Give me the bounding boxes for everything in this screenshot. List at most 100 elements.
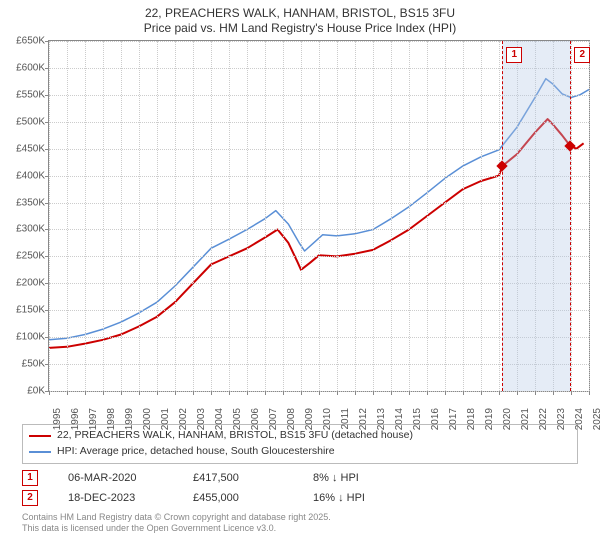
marker-row-date: 18-DEC-2023 — [68, 492, 163, 504]
title-line-2: Price paid vs. HM Land Registry's House … — [0, 21, 600, 36]
gridline-v — [157, 41, 158, 391]
x-tick-label: 2002 — [178, 408, 189, 430]
gridline-v — [319, 41, 320, 391]
x-tick-label: 2025 — [592, 408, 600, 430]
y-tick-label: £650K — [1, 36, 45, 47]
gridline-v — [247, 41, 248, 391]
gridline-v — [373, 41, 374, 391]
chart-area: £0K£50K£100K£150K£200K£250K£300K£350K£40… — [48, 40, 590, 392]
marker-row-price: £417,500 — [193, 472, 283, 484]
x-tick-label: 2010 — [322, 408, 333, 430]
legend-label: 22, PREACHERS WALK, HANHAM, BRISTOL, BS1… — [57, 428, 413, 444]
x-tick-label: 1995 — [52, 408, 63, 430]
y-tick-label: £600K — [1, 62, 45, 73]
y-tick-label: £500K — [1, 116, 45, 127]
gridline-v — [355, 41, 356, 391]
highlight-band — [502, 41, 571, 391]
legend-swatch — [29, 435, 51, 437]
gridline-v — [409, 41, 410, 391]
x-tick-label: 2019 — [484, 408, 495, 430]
marker-row: 1 06-MAR-2020 £417,500 8% ↓ HPI — [22, 468, 578, 488]
gridline-v — [337, 41, 338, 391]
gridline-v — [499, 41, 500, 391]
x-tick-label: 2020 — [502, 408, 513, 430]
marker-row-delta: 8% ↓ HPI — [313, 472, 413, 484]
x-tick-label: 2005 — [232, 408, 243, 430]
x-tick-label: 2006 — [250, 408, 261, 430]
gridline-v — [481, 41, 482, 391]
x-tick-label: 1996 — [70, 408, 81, 430]
y-tick-label: £350K — [1, 197, 45, 208]
x-tick-label: 2015 — [412, 408, 423, 430]
marker-line — [502, 41, 503, 391]
gridline-v — [211, 41, 212, 391]
x-tick-label: 2011 — [340, 408, 351, 430]
footnote: Contains HM Land Registry data © Crown c… — [22, 512, 578, 535]
x-tick-label: 1999 — [124, 408, 135, 430]
x-tick-label: 2003 — [196, 408, 207, 430]
x-tick-label: 1998 — [106, 408, 117, 430]
marker-row-box: 1 — [22, 470, 38, 486]
y-tick-label: £200K — [1, 278, 45, 289]
x-tick-label: 2018 — [466, 408, 477, 430]
x-tick-label: 2024 — [574, 408, 585, 430]
legend-row: 22, PREACHERS WALK, HANHAM, BRISTOL, BS1… — [29, 428, 571, 444]
gridline-v — [85, 41, 86, 391]
gridline-v — [301, 41, 302, 391]
gridline-v — [265, 41, 266, 391]
marker-row-box: 2 — [22, 490, 38, 506]
x-tick-label: 2000 — [142, 408, 153, 430]
legend-swatch — [29, 451, 51, 453]
x-tick-label: 2008 — [286, 408, 297, 430]
gridline-v — [391, 41, 392, 391]
gridline-v — [427, 41, 428, 391]
gridline-v — [67, 41, 68, 391]
gridline-v — [193, 41, 194, 391]
gridline-v — [283, 41, 284, 391]
y-tick-label: £550K — [1, 89, 45, 100]
markers-table: 1 06-MAR-2020 £417,500 8% ↓ HPI 2 18-DEC-2023… — [22, 468, 578, 508]
title-line-1: 22, PREACHERS WALK, HANHAM, BRISTOL, BS1… — [0, 6, 600, 21]
gridline-v — [175, 41, 176, 391]
figure: 22, PREACHERS WALK, HANHAM, BRISTOL, BS1… — [0, 0, 600, 560]
marker-row-date: 06-MAR-2020 — [68, 472, 163, 484]
y-tick-label: £50K — [1, 359, 45, 370]
gridline-v — [229, 41, 230, 391]
y-tick-label: £250K — [1, 251, 45, 262]
title: 22, PREACHERS WALK, HANHAM, BRISTOL, BS1… — [0, 6, 600, 36]
gridline-v — [445, 41, 446, 391]
x-tick-label: 2016 — [430, 408, 441, 430]
legend-label: HPI: Average price, detached house, Sout… — [57, 444, 335, 460]
marker-box: 1 — [506, 47, 522, 63]
x-tick-label: 1997 — [88, 408, 99, 430]
y-tick-label: £400K — [1, 170, 45, 181]
x-tick-label: 2021 — [520, 408, 531, 430]
x-tick-label: 2013 — [376, 408, 387, 430]
y-tick-label: £100K — [1, 332, 45, 343]
gridline-v — [121, 41, 122, 391]
marker-line — [570, 41, 571, 391]
gridline-v — [139, 41, 140, 391]
x-tick-label: 2022 — [538, 408, 549, 430]
y-tick-label: £450K — [1, 143, 45, 154]
legend-row: HPI: Average price, detached house, Sout… — [29, 444, 571, 460]
y-tick-label: £150K — [1, 305, 45, 316]
marker-row-price: £455,000 — [193, 492, 283, 504]
x-tick-label: 2023 — [556, 408, 567, 430]
x-tick-label: 2004 — [214, 408, 225, 430]
y-tick-label: £300K — [1, 224, 45, 235]
x-tick-label: 2012 — [358, 408, 369, 430]
footnote-line-1: Contains HM Land Registry data © Crown c… — [22, 512, 578, 524]
marker-row-delta: 16% ↓ HPI — [313, 492, 413, 504]
x-tick-label: 2001 — [160, 408, 171, 430]
marker-box: 2 — [574, 47, 590, 63]
x-tick-label: 2014 — [394, 408, 405, 430]
x-tick-label: 2007 — [268, 408, 279, 430]
gridline-v — [49, 41, 50, 391]
y-tick-label: £0K — [1, 386, 45, 397]
marker-row: 2 18-DEC-2023 £455,000 16% ↓ HPI — [22, 488, 578, 508]
gridline-v — [103, 41, 104, 391]
gridline-v — [463, 41, 464, 391]
footnote-line-2: This data is licensed under the Open Gov… — [22, 523, 578, 535]
x-tick-label: 2009 — [304, 408, 315, 430]
